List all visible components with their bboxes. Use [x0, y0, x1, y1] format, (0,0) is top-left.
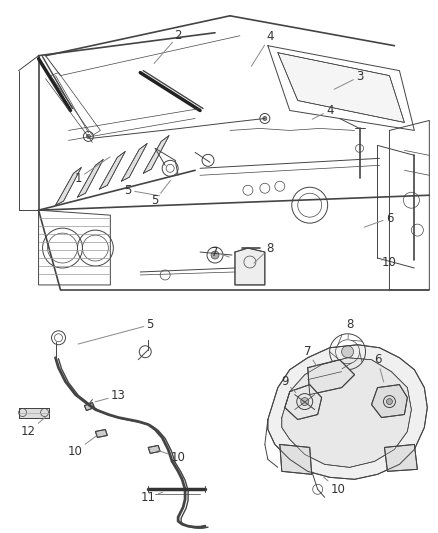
- Circle shape: [386, 399, 392, 405]
- Polygon shape: [85, 402, 95, 410]
- Polygon shape: [308, 360, 355, 394]
- Polygon shape: [143, 135, 169, 173]
- Text: 10: 10: [68, 436, 96, 458]
- Text: 4: 4: [251, 30, 274, 66]
- Text: 10: 10: [381, 255, 397, 269]
- Text: 8: 8: [346, 318, 353, 339]
- Text: 3: 3: [334, 70, 363, 90]
- Text: 5: 5: [152, 181, 170, 207]
- Text: 6: 6: [374, 353, 384, 382]
- Text: 10: 10: [324, 477, 345, 496]
- Polygon shape: [385, 445, 417, 471]
- Text: 10: 10: [158, 450, 186, 464]
- Polygon shape: [95, 430, 107, 438]
- Polygon shape: [19, 408, 49, 417]
- Circle shape: [301, 398, 309, 406]
- Text: 9: 9: [281, 375, 296, 393]
- Circle shape: [211, 251, 219, 259]
- Polygon shape: [280, 445, 312, 474]
- Text: 1: 1: [75, 157, 110, 185]
- Polygon shape: [235, 248, 265, 285]
- Polygon shape: [282, 358, 411, 467]
- Polygon shape: [56, 167, 81, 205]
- Polygon shape: [371, 385, 407, 417]
- Text: 13: 13: [95, 389, 126, 402]
- Text: 11: 11: [141, 491, 162, 504]
- Text: 4: 4: [312, 104, 333, 119]
- Polygon shape: [285, 385, 321, 419]
- Circle shape: [86, 134, 90, 139]
- Text: 7: 7: [304, 345, 316, 365]
- Polygon shape: [268, 345, 427, 479]
- Text: 6: 6: [364, 212, 393, 227]
- Polygon shape: [148, 446, 160, 454]
- Text: 2: 2: [154, 29, 182, 63]
- Text: 5: 5: [124, 184, 159, 197]
- Text: 12: 12: [21, 416, 46, 438]
- Polygon shape: [121, 143, 147, 181]
- Polygon shape: [278, 53, 404, 123]
- Polygon shape: [99, 151, 125, 189]
- Circle shape: [263, 117, 267, 120]
- Circle shape: [342, 346, 353, 358]
- Text: 7: 7: [211, 246, 230, 259]
- Text: 8: 8: [254, 241, 273, 263]
- Text: 5: 5: [78, 318, 154, 344]
- Polygon shape: [78, 159, 103, 197]
